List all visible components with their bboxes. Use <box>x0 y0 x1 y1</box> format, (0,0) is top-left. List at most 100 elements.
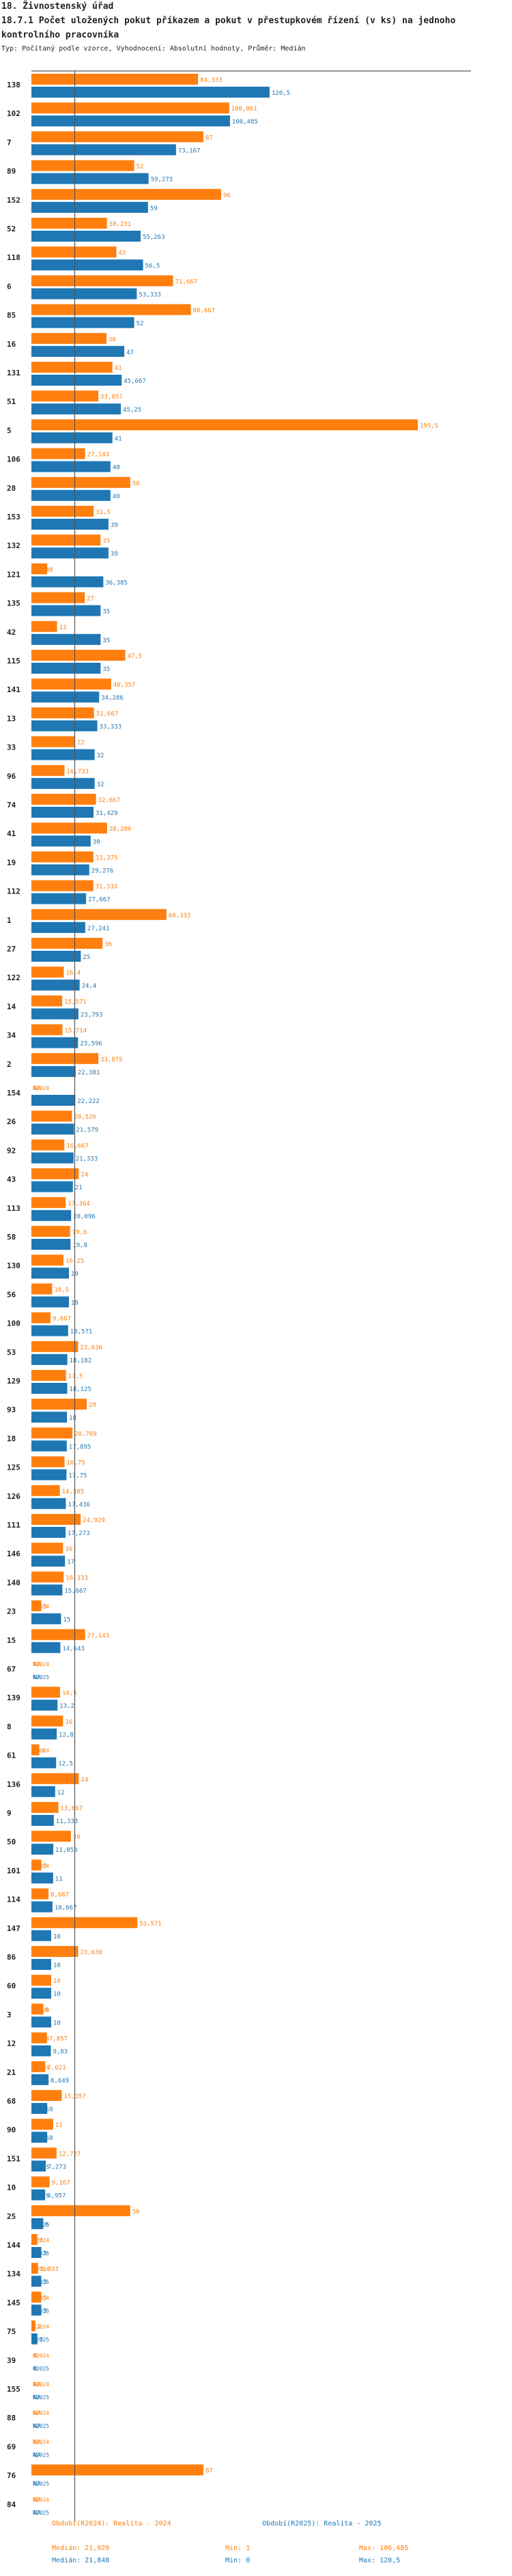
value-label-r2025: 5 <box>43 2250 46 2257</box>
bar-r2025 <box>31 576 104 588</box>
value-label-r2025: 17,895 <box>69 1444 91 1450</box>
category-label: 129 <box>7 1377 20 1386</box>
value-label-r2024: 32,667 <box>98 797 121 804</box>
series-label-r2024: R2024 <box>33 2497 49 2503</box>
bar-r2024 <box>31 2205 130 2216</box>
value-label-r2025: 17 <box>67 1559 74 1566</box>
bar-r2024 <box>31 563 48 575</box>
bar-r2025 <box>31 1296 70 1308</box>
bar-r2025 <box>31 777 95 789</box>
bar-r2024 <box>31 1600 42 1612</box>
bar-r2025 <box>31 547 109 559</box>
category-label: 16 <box>7 340 16 349</box>
value-label-r2025: 36,385 <box>105 579 128 586</box>
value-label-r2025: 17,436 <box>68 1502 90 1508</box>
value-label-r2024: 28 <box>89 1402 96 1409</box>
bar-r2025 <box>31 1412 68 1423</box>
bar-r2024 <box>31 1744 40 1756</box>
value-label-r2025: 19,8 <box>72 1242 87 1249</box>
value-label-r2024: NA <box>33 2410 41 2417</box>
bar-r2024 <box>31 275 173 287</box>
category-label: 151 <box>7 2154 20 2163</box>
category-label: 85 <box>7 311 16 320</box>
value-label-r2025: 21,579 <box>76 1127 98 1134</box>
bar-r2025 <box>31 1815 54 1826</box>
value-label-r2024: 5 <box>43 1604 46 1611</box>
value-label-r2025: 13,2 <box>59 1703 74 1710</box>
category-label: 33 <box>7 743 16 752</box>
bar-r2024 <box>31 1168 79 1179</box>
bar-r2025 <box>31 1268 70 1279</box>
value-label-r2024: 41 <box>115 365 122 372</box>
value-label-r2025: 11,333 <box>56 1818 79 1825</box>
series-label-r2025: R2025 <box>33 2366 49 2372</box>
category-label: 58 <box>7 1233 16 1242</box>
bar-r2024 <box>31 2147 57 2159</box>
bar-r2024 <box>31 476 130 488</box>
bar-r2025 <box>31 720 98 732</box>
bar-r2024 <box>31 1226 70 1237</box>
value-label-r2024: 4 <box>42 1748 45 1755</box>
category-label: 26 <box>7 1117 16 1126</box>
chart-note: Typ: Počítaný podle vzorce, Vyhodnocení:… <box>1 45 306 53</box>
series-label-r2024: R2024 <box>33 1661 49 1668</box>
category-label: 147 <box>7 1924 20 1933</box>
category-label: 146 <box>7 1549 20 1558</box>
bar-r2024 <box>31 160 134 171</box>
bar-r2024 <box>31 2464 203 2476</box>
series-label-r2025: R2025 <box>33 2337 49 2343</box>
bar-r2024 <box>31 650 126 661</box>
value-label-r2025: NA <box>33 2452 41 2459</box>
bar-r2025 <box>31 1584 63 1596</box>
category-label: 126 <box>7 1492 20 1501</box>
category-label: 19 <box>7 858 16 867</box>
value-label-r2024: 27,143 <box>87 452 110 459</box>
category-label: 52 <box>7 225 16 233</box>
value-label-r2025: 7,273 <box>48 2164 66 2171</box>
value-label-r2024: 15,571 <box>64 999 87 1005</box>
series-label-r2025: R2025 <box>33 2481 49 2487</box>
series-label-r2024: R2024 <box>33 2324 49 2330</box>
series-label-r2025: R2025 <box>33 2423 49 2429</box>
category-label: 8 <box>7 1722 12 1731</box>
value-label-r2024: 14,385 <box>62 1489 85 1495</box>
category-label: 136 <box>7 1780 20 1789</box>
bar-r2024 <box>31 1197 66 1208</box>
series-label-r2024: R2024 <box>33 1085 49 1091</box>
category-label: 18 <box>7 1434 16 1443</box>
value-label-r2024: 5 <box>43 2295 46 2302</box>
category-label: 27 <box>7 945 16 954</box>
value-label-r2024: 43 <box>118 250 126 257</box>
bar-r2025 <box>31 201 148 213</box>
value-label-r2025: 33,333 <box>100 724 122 730</box>
bar-r2025 <box>31 231 141 242</box>
value-label-r2024: 87 <box>205 2468 213 2475</box>
value-label-r2024: 195,5 <box>420 423 438 429</box>
bar-r2025 <box>31 2276 42 2287</box>
bar-r2024 <box>31 1859 42 1871</box>
value-label-r2024: 2 <box>38 2324 41 2331</box>
value-label-r2025: 14,643 <box>62 1646 85 1652</box>
value-label-r2025: 39 <box>111 522 118 529</box>
bar-r2025 <box>31 1008 79 1020</box>
bar-r2024 <box>31 1773 79 1784</box>
category-label: 41 <box>7 829 16 838</box>
value-label-r2024: 13,667 <box>61 1805 83 1812</box>
report-title: 18. Živnostenský úřad <box>1 1 114 12</box>
bar-r2025 <box>31 1383 68 1394</box>
bar-r2025 <box>31 1124 74 1135</box>
value-label-r2025: 41 <box>115 435 122 442</box>
bar-r2024 <box>31 304 191 315</box>
category-label: 114 <box>7 1895 20 1904</box>
value-label-r2024: 35 <box>102 538 110 545</box>
bar-r2024 <box>31 1917 138 1928</box>
category-label: 28 <box>7 484 16 493</box>
bar-r2025 <box>31 2247 42 2258</box>
value-label-r2025: 10 <box>53 1934 61 1941</box>
value-label-r2025: 56,5 <box>145 263 160 270</box>
bar-r2024 <box>31 1111 72 1122</box>
value-label-r2025: 10 <box>53 2020 61 2027</box>
bar-r2024 <box>31 1831 71 1842</box>
value-label-r2024: 71,667 <box>175 278 197 285</box>
value-label-r2025: 20,096 <box>73 1214 96 1220</box>
